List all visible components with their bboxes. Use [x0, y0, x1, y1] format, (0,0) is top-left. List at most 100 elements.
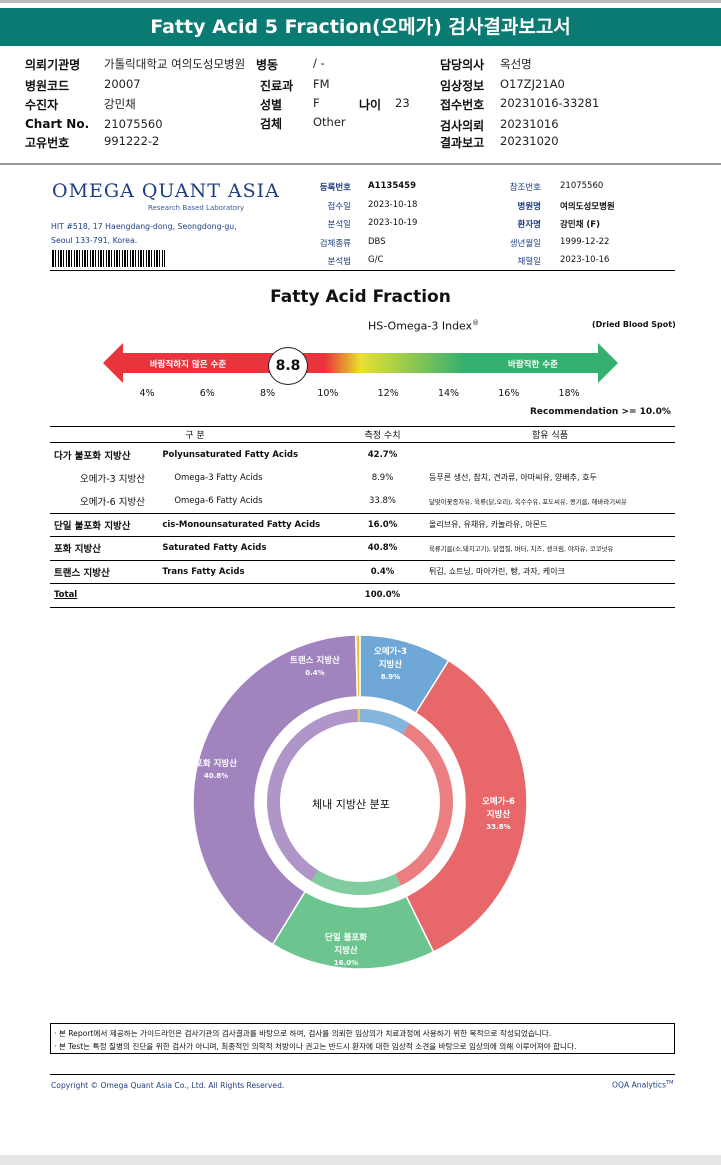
donut-inner-slice	[395, 723, 454, 886]
request-label: 검사의뢰	[440, 119, 485, 133]
lab-field-value: 21075560	[560, 181, 604, 191]
lab-address-2: Seoul 133-791, Korea.	[51, 236, 138, 245]
table-row: 다가 불포화 지방산 Polyunsaturated Fatty Acids 42.…	[50, 442, 675, 466]
row-category-en: Saturated Fatty Acids	[158, 536, 340, 560]
donut-slice	[405, 659, 528, 953]
report-date-label: 결과보고	[440, 136, 485, 150]
donut-inner-slice	[360, 709, 410, 735]
donut-inner-slice	[311, 870, 401, 895]
scale-arrow	[103, 343, 618, 383]
scale-tick-label: 10%	[317, 388, 339, 399]
ward-label: 병동	[256, 58, 279, 72]
donut-slice	[192, 634, 359, 946]
hospital-code: 20007	[104, 77, 141, 91]
label-omega3-name: 오메가-3	[374, 647, 407, 657]
scale-tick-label: 16%	[498, 388, 520, 399]
registered-mark: ®	[472, 319, 480, 327]
row-category-en: Trans Fatty Acids	[158, 559, 340, 584]
col-category: 구 분	[50, 426, 340, 443]
row-value: 16.0%	[340, 512, 425, 537]
row-foods: 등푸른 생선, 참치, 견과류, 아마씨유, 양배추, 호두	[429, 473, 597, 483]
lab-field-label: 분석법	[327, 257, 351, 267]
label-saturated: 포화 지방산 40.8%	[195, 758, 237, 781]
label-mono-name: 단일 불포화	[325, 933, 368, 943]
lab-field-label: 등록번호	[319, 183, 351, 193]
lab-logo: OMEGA QUANT ASIA	[52, 180, 280, 202]
index-value-marker: 8.8	[268, 347, 308, 385]
clinical-label: 임상정보	[440, 79, 485, 93]
row-category-en: cis-Monounsaturated Fatty Acids	[158, 512, 340, 537]
row-foods: 올리브유, 유채유, 카놀라유, 아몬드	[425, 512, 675, 537]
label-trans-pct: 0.4%	[305, 668, 325, 677]
label-omega3-name2: 지방산	[378, 659, 403, 670]
lab-field-label: 병원명	[517, 201, 541, 212]
doctor-label: 담당의사	[440, 58, 485, 72]
patient: 강민채	[104, 97, 136, 111]
row-foods: 튀김, 쇼트닝, 마아가린, 빵, 과자, 케이크	[425, 559, 675, 584]
chart-center-title: 체내 지방산 분포	[312, 798, 390, 811]
row-category-kr: 포화 지방산	[50, 536, 159, 560]
row-value: 42.7%	[340, 442, 425, 466]
label-omega3: 오메가-3 지방산 8.9%	[374, 646, 407, 682]
institution: 가톨릭대학교 여의도성모병원	[104, 57, 246, 71]
fatty-acid-donut-chart	[192, 634, 528, 970]
row-category-kr: 오메가-6 지방산	[80, 497, 145, 508]
lab-field-value: 1999-12-22	[560, 236, 610, 247]
table-row: 오메가-3 지방산 Omega-3 Fatty Acids 8.9% 등푸른 생선, …	[50, 466, 675, 490]
bottom-bar	[0, 1155, 721, 1165]
disclaimer-1: · 본 Report에서 제공하는 가이드라인은 검사기관의 검사결과를 바탕으…	[54, 1029, 552, 1038]
specimen-label: 검체	[260, 117, 283, 131]
row-category-kr: 다가 불포화 지방산	[50, 442, 159, 466]
report-title: Fatty Acid 5 Fraction(오메가) 검사결과보고서	[0, 8, 721, 46]
total-foods	[425, 583, 675, 608]
total-label: Total	[50, 583, 340, 608]
lab-field-value: A1135459	[368, 181, 416, 191]
lab-address-1: HIT #518, 17 Haengdang-dong, Seongdong-g…	[51, 222, 237, 231]
lab-field-label: 환자명	[517, 220, 541, 230]
scale-tick-label: 8%	[260, 388, 276, 399]
hospital-code-label: 병원코드	[25, 79, 70, 93]
lab-field-value: 강민채 (F)	[560, 220, 600, 230]
bad-level-label: 바람직하지 않은 수준	[150, 359, 226, 370]
label-trans: 트랜스 지방산 0.4%	[290, 655, 340, 678]
disclaimer-box: · 본 Report에서 제공하는 가이드라인은 검사기관의 검사결과를 바탕으…	[50, 1023, 675, 1054]
label-omega6: 오메가-6 지방산 33.8%	[482, 796, 515, 832]
index-title: HS-Omega-3 Index®	[368, 319, 479, 333]
dept: FM	[313, 77, 330, 91]
index-title-text: HS-Omega-3 Index	[368, 319, 473, 333]
sample-type: (Dried Blood Spot)	[592, 320, 676, 329]
label-mono-name2: 지방산	[334, 945, 358, 956]
label-omega6-name2: 지방산	[486, 809, 511, 820]
row-value: 8.9%	[371, 472, 394, 483]
col-foods: 함유 식품	[425, 426, 675, 443]
lab-field-label: 분석일	[327, 220, 351, 230]
lab-field-value: G/C	[368, 255, 384, 265]
doctor: 옥선명	[500, 57, 532, 71]
receipt: 20231016-33281	[500, 96, 600, 110]
lab-field-value: DBS	[368, 236, 386, 247]
top-border	[0, 0, 721, 3]
scale-tick-label: 12%	[377, 388, 399, 399]
dept-label: 진료과	[260, 79, 294, 93]
lab-field-label: 접수일	[327, 201, 351, 212]
footer-brand: OQA AnalyticsTM	[612, 1080, 673, 1090]
table-row: 트랜스 지방산 Trans Fatty Acids 0.4% 튀김, 쇼트닝, 마아가…	[50, 559, 675, 584]
total-row: Total 100.0%	[50, 583, 675, 608]
label-saturated-name: 포화 지방산	[195, 759, 238, 769]
row-category-kr: 오메가-3 지방산	[80, 473, 145, 485]
label-mono-pct: 16.0%	[333, 958, 359, 967]
scale-tick-label: 18%	[558, 388, 580, 399]
lab-field-value: 2023-10-19	[368, 218, 418, 228]
divider	[50, 270, 675, 271]
row-foods: 달맞이꽃종자유, 육류(닭,오리), 옥수수유, 포도씨유, 콩기름, 해바라기…	[429, 497, 627, 506]
table-row: 오메가-6 지방산 Omega-6 Fatty Acids 33.8% 달맞이꽃종자유…	[50, 490, 675, 514]
total-value: 100.0%	[340, 583, 425, 608]
lab-field-label: 참조번호	[509, 183, 541, 193]
scale-tick-label: 4%	[139, 388, 155, 399]
donut-inner-slice	[357, 709, 360, 723]
row-value: 33.8%	[368, 496, 396, 506]
good-level-label: 바람직한 수준	[508, 359, 558, 370]
lab-logo-subtitle: Research Based Laboratory	[148, 204, 245, 212]
label-trans-name: 트랜스 지방산	[290, 656, 340, 666]
